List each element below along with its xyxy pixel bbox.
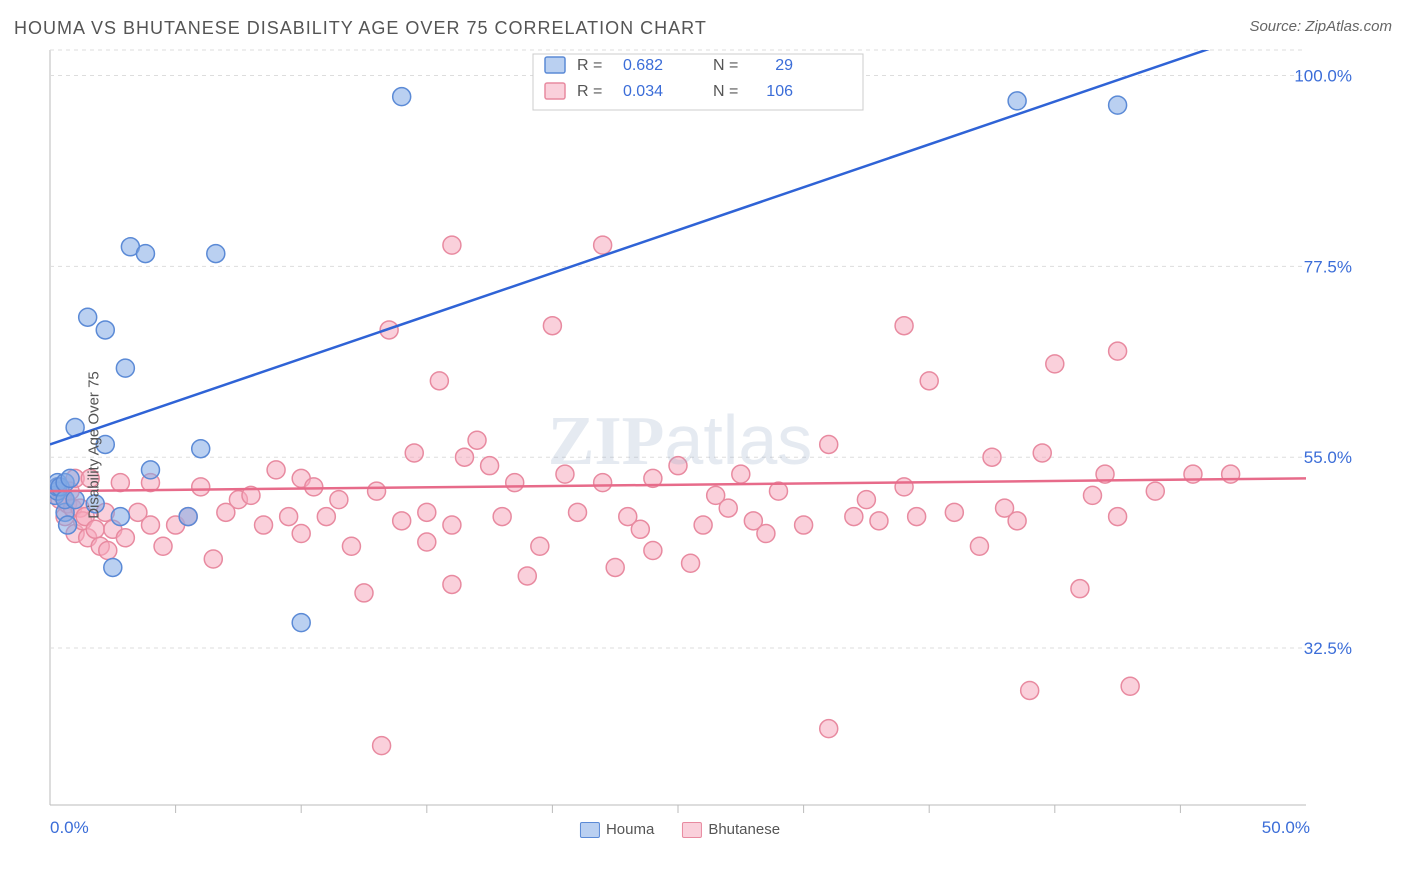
x-axis-max-label: 50.0% [1262,818,1310,838]
svg-text:106: 106 [766,83,793,100]
x-axis-min-label: 0.0% [50,818,89,838]
chart-title: HOUMA VS BHUTANESE DISABILITY AGE OVER 7… [14,18,707,39]
legend-item-houma: Houma [580,821,654,838]
svg-text:R =: R = [577,57,602,74]
svg-text:77.5%: 77.5% [1304,257,1352,276]
svg-text:32.5%: 32.5% [1304,639,1352,658]
svg-text:100.0%: 100.0% [1294,66,1352,85]
legend-label-houma: Houma [606,821,654,838]
bottom-legend: Houma Bhutanese [580,821,780,838]
legend-swatch-houma [580,822,600,838]
chart-header: HOUMA VS BHUTANESE DISABILITY AGE OVER 7… [14,18,1392,39]
legend-label-bhutanese: Bhutanese [708,821,780,838]
scatter-plot: 32.5%55.0%77.5%100.0%R =0.682N =29R =0.0… [50,50,1306,810]
svg-text:R =: R = [577,83,602,100]
svg-text:0.034: 0.034 [623,83,663,100]
svg-text:55.0%: 55.0% [1304,448,1352,467]
plot-wrapper: Disability Age Over 75 32.5%55.0%77.5%10… [50,50,1310,840]
svg-text:N =: N = [713,57,738,74]
legend-swatch-bhutanese [682,822,702,838]
svg-text:N =: N = [713,83,738,100]
y-axis-label: Disability Age Over 75 [85,371,102,519]
chart-source: Source: ZipAtlas.com [1249,18,1392,35]
svg-text:29: 29 [775,57,793,74]
legend-item-bhutanese: Bhutanese [682,821,780,838]
svg-text:0.682: 0.682 [623,57,663,74]
